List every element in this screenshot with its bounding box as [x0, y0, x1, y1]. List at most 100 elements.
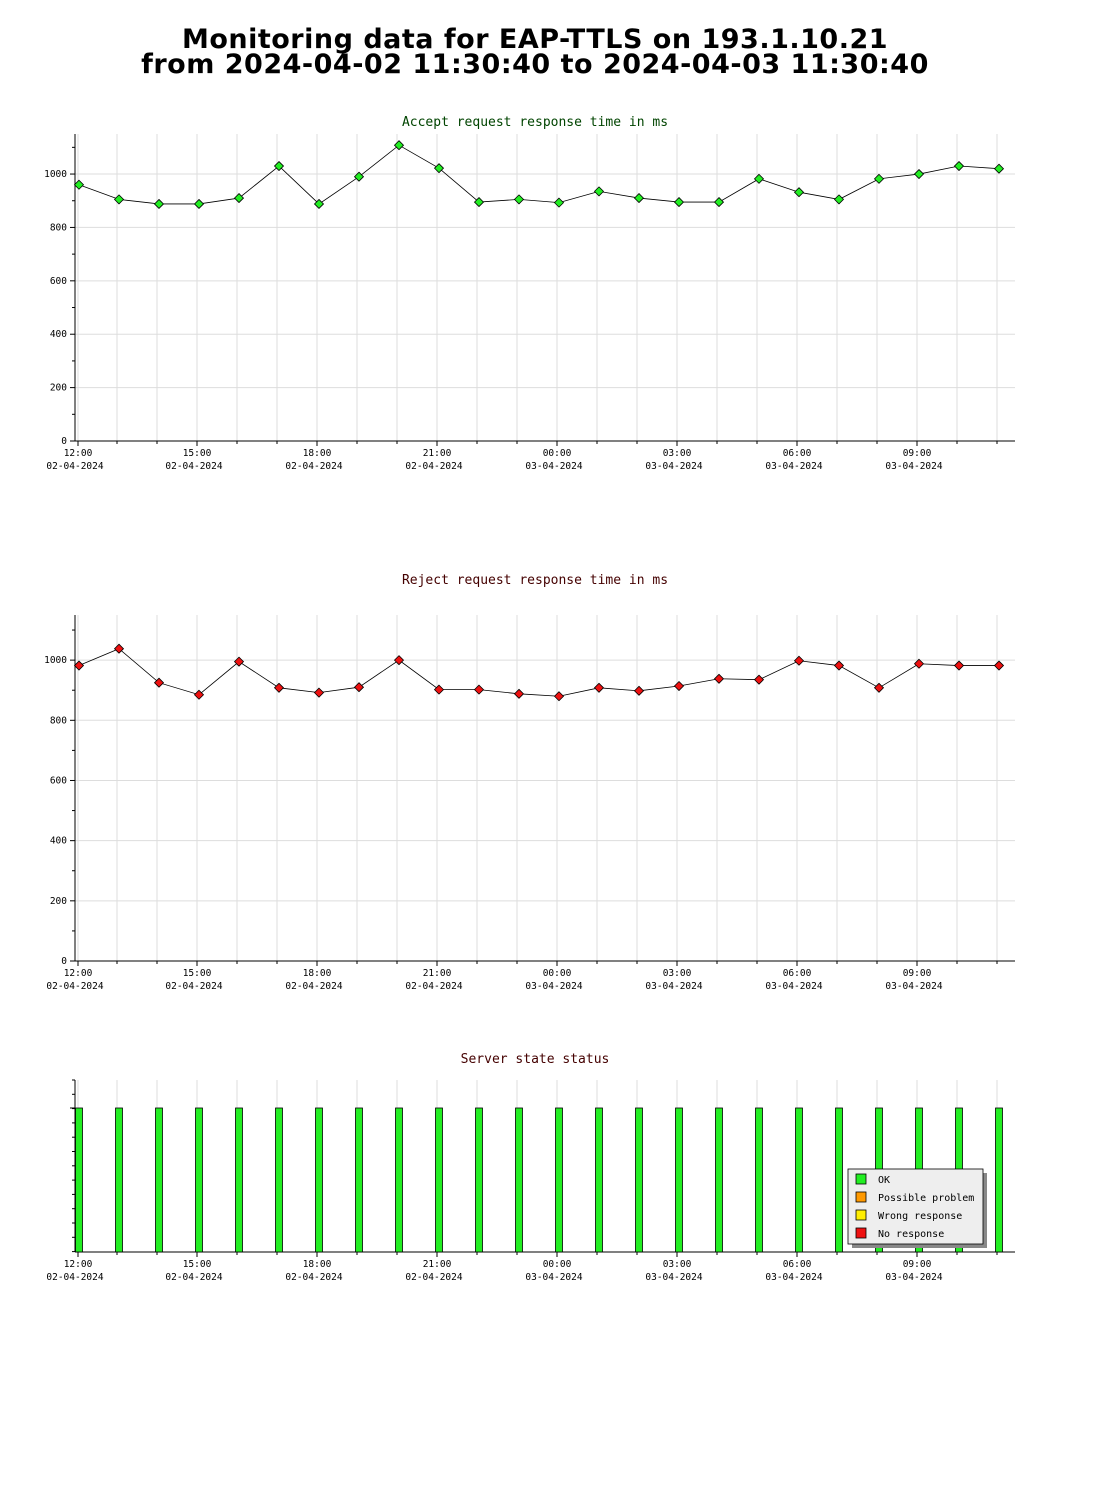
x-tick-label-date: 02-04-2024 — [46, 981, 103, 992]
data-point — [633, 685, 645, 696]
x-tick-label-date: 02-04-2024 — [285, 981, 342, 992]
x-tick-label-time: 03:00 — [663, 448, 692, 459]
data-point — [953, 660, 965, 671]
data-point — [553, 197, 565, 208]
data-point — [913, 658, 925, 669]
x-tick-label-time: 00:00 — [543, 448, 572, 459]
x-tick-label-date: 03-04-2024 — [645, 981, 702, 992]
data-point — [513, 688, 525, 699]
x-tick-label-time: 15:00 — [183, 968, 212, 979]
x-tick-label-time: 12:00 — [64, 968, 93, 979]
x-tick-label-date: 02-04-2024 — [405, 461, 462, 472]
series-line — [78, 648, 999, 697]
data-point — [713, 673, 725, 684]
x-tick-label-date: 02-04-2024 — [165, 1272, 222, 1283]
data-point — [673, 197, 685, 208]
x-tick-label-date: 03-04-2024 — [885, 1272, 942, 1283]
chart-title: Reject request response time in ms — [402, 573, 668, 588]
status-chart: Server state status 12:00 02-04-2024 15:00 0… — [46, 1052, 1015, 1283]
data-point — [73, 660, 85, 671]
x-tick-label-time: 21:00 — [423, 448, 452, 459]
y-tick-label: 600 — [50, 775, 67, 786]
data-point — [153, 677, 165, 688]
data-point — [673, 680, 685, 692]
data-point — [513, 194, 525, 205]
x-tick-label-time: 09:00 — [903, 1259, 932, 1270]
status-bar — [395, 1107, 403, 1253]
y-tick-label: 800 — [50, 715, 67, 726]
accept-chart: Accept request response time in ms12:000… — [44, 115, 1015, 472]
x-tick-label-date: 03-04-2024 — [765, 461, 822, 472]
legend-swatch — [855, 1191, 867, 1203]
x-tick-label-time: 03:00 — [663, 1259, 692, 1270]
x-tick-label-time: 18:00 — [303, 448, 332, 459]
data-point — [873, 682, 885, 693]
y-tick-label: 200 — [50, 896, 67, 907]
data-point — [713, 197, 725, 208]
legend-label: No response — [878, 1229, 944, 1240]
y-tick-label: 0 — [61, 436, 67, 447]
legend-box — [847, 1168, 984, 1245]
x-tick-label-date: 02-04-2024 — [285, 461, 342, 472]
legend: OK Possible problem Wrong response No respo… — [847, 1168, 987, 1248]
legend-label: OK — [878, 1175, 890, 1186]
data-point — [273, 682, 285, 693]
x-tick-label-date: 02-04-2024 — [46, 461, 103, 472]
series-line — [78, 144, 1000, 205]
chart-title: Server state status — [461, 1052, 610, 1067]
x-tick-label-date: 03-04-2024 — [525, 1272, 582, 1283]
x-tick-label-date: 02-04-2024 — [405, 981, 462, 992]
data-point — [113, 643, 125, 654]
data-point — [313, 687, 325, 698]
data-point — [473, 197, 485, 208]
x-tick-label-time: 00:00 — [543, 1259, 572, 1270]
legend-swatch — [855, 1173, 867, 1185]
x-tick-label-date: 02-04-2024 — [165, 981, 222, 992]
data-point — [633, 193, 645, 204]
data-point — [353, 682, 365, 693]
x-tick-label-date: 03-04-2024 — [645, 461, 702, 472]
data-point — [913, 168, 925, 180]
status-bar — [595, 1107, 603, 1253]
x-tick-label-date: 02-04-2024 — [285, 1272, 342, 1283]
status-bar — [155, 1107, 163, 1253]
y-tick-label: 1000 — [44, 169, 67, 180]
data-point — [793, 655, 805, 666]
y-tick-label: 600 — [50, 276, 67, 287]
data-point — [433, 684, 445, 695]
x-tick-label-time: 06:00 — [783, 1259, 812, 1270]
x-tick-label-time: 06:00 — [783, 968, 812, 979]
data-point — [433, 163, 445, 174]
status-bar — [75, 1107, 83, 1253]
data-point — [993, 163, 1005, 174]
data-point — [593, 186, 605, 197]
data-point — [393, 655, 405, 666]
data-point — [873, 173, 885, 184]
x-tick-label-time: 18:00 — [303, 968, 332, 979]
data-point — [753, 674, 765, 685]
data-point — [793, 187, 805, 198]
status-bar — [995, 1107, 1003, 1253]
x-tick-label-date: 03-04-2024 — [525, 981, 582, 992]
y-tick-label: 200 — [50, 383, 67, 394]
status-bar — [195, 1107, 203, 1253]
data-point — [993, 660, 1005, 671]
x-tick-label-date: 02-04-2024 — [165, 461, 222, 472]
y-tick-label: 400 — [50, 836, 67, 847]
status-bar — [435, 1107, 443, 1253]
status-bar — [635, 1107, 643, 1253]
data-point — [593, 682, 605, 693]
x-tick-label-date: 03-04-2024 — [885, 981, 942, 992]
status-bar — [755, 1107, 763, 1253]
status-bar — [235, 1107, 243, 1253]
x-tick-label-time: 06:00 — [783, 448, 812, 459]
data-point — [313, 198, 325, 210]
page-title-line1: Monitoring data for EAP-TTLS on 193.1.10… — [181, 24, 889, 55]
x-tick-label-time: 15:00 — [183, 448, 212, 459]
data-point — [953, 160, 965, 172]
x-tick-label-time: 00:00 — [543, 968, 572, 979]
x-tick-label-date: 03-04-2024 — [885, 461, 942, 472]
y-tick-label: 800 — [50, 222, 67, 233]
legend-swatch — [855, 1227, 867, 1239]
